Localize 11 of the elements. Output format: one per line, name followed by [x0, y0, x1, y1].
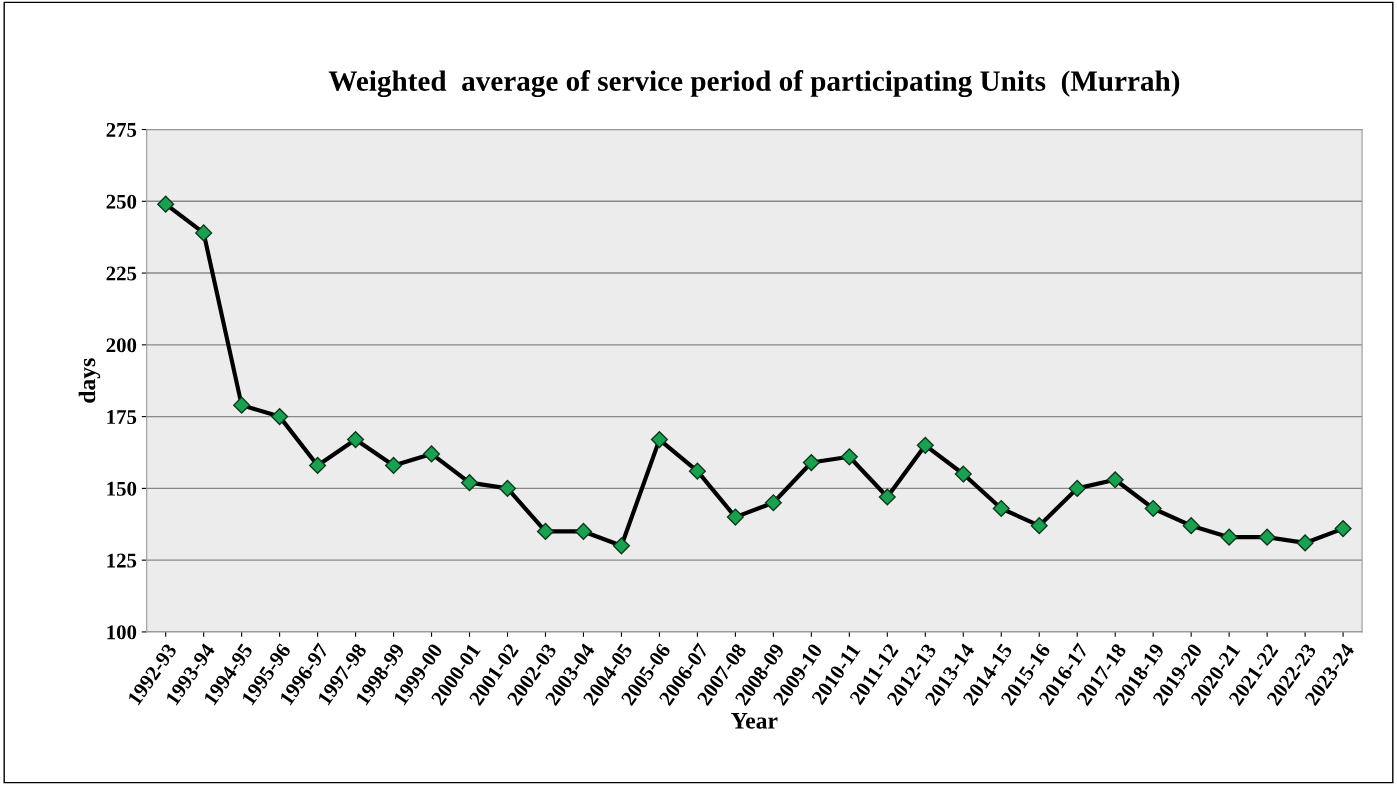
x-axis-title: Year [731, 713, 778, 729]
y-tick-label: 275 [106, 122, 137, 137]
chart-title: Weighted average of service period of participating Units (Murrah) [328, 70, 1180, 98]
y-axis-title: days [78, 358, 101, 403]
y-tick-label: 100 [107, 625, 137, 640]
y-tick-label: 175 [107, 410, 137, 425]
y-tick-label: 225 [106, 266, 137, 281]
y-tick-label: 125 [107, 553, 137, 568]
y-tick-label: 150 [107, 481, 137, 496]
y-tick-label: 250 [106, 194, 137, 209]
y-tick-label: 200 [106, 338, 137, 353]
